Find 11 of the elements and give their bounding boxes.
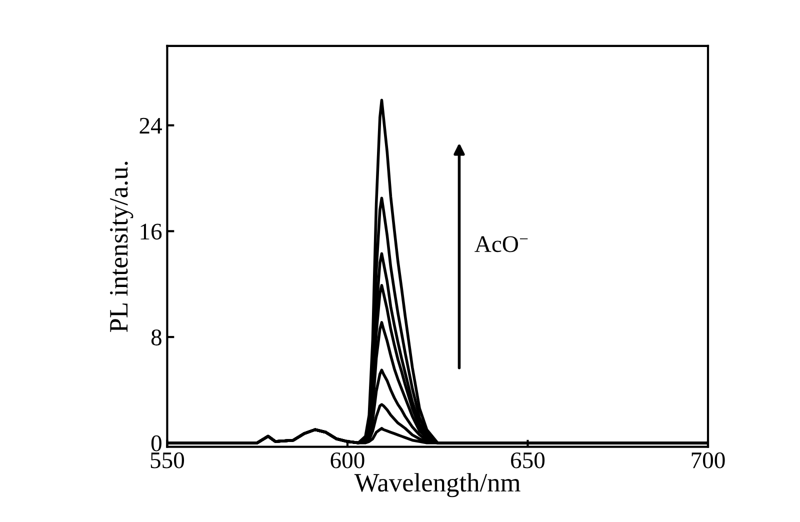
y-axis-title: PL intensity/a.u. <box>110 162 134 332</box>
x-tick-label: 650 <box>511 452 545 468</box>
x-tick-label: 600 <box>330 452 364 468</box>
y-tick-label: 24 <box>140 118 162 134</box>
x-tick-label: 700 <box>692 452 725 468</box>
y-tick-label: 8 <box>151 330 162 346</box>
annotation: AcO$^{−}$ <box>474 236 528 252</box>
y-tick-label: 16 <box>140 224 162 240</box>
x-axis-title: Wavelength/nm <box>354 473 520 498</box>
x-tick-label: 550 <box>150 452 184 468</box>
y-tick-label: 0 <box>151 435 162 452</box>
